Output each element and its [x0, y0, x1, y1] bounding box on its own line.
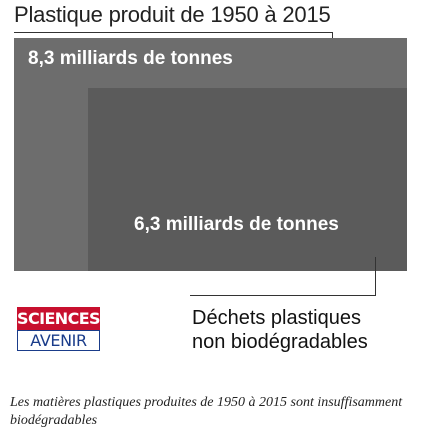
waste-legend-line1: Déchets plastiques	[192, 307, 361, 329]
waste-plastic-box	[88, 88, 407, 271]
waste-plastic-label: 6,3 milliards de tonnes	[134, 214, 339, 235]
waste-legend: Déchets plastiques non biodégradables	[192, 306, 368, 354]
figure-caption: Les matières plastiques produites de 195…	[10, 395, 403, 428]
legend-leader-horizontal	[190, 295, 376, 296]
title-leader-line	[332, 32, 333, 40]
chart-title: Plastique produit de 1950 à 2015	[14, 2, 331, 27]
logo-avenir-text: AVENIR	[17, 330, 100, 351]
waste-legend-line2: non biodégradables	[192, 331, 368, 353]
legend-leader-vertical	[375, 257, 376, 295]
logo-sciences-text: SCIENCES	[17, 307, 101, 330]
sciences-avenir-logo: SCIENCES AVENIR	[17, 307, 101, 351]
title-underline	[14, 32, 333, 33]
total-plastic-label: 8,3 milliards de tonnes	[28, 48, 233, 69]
